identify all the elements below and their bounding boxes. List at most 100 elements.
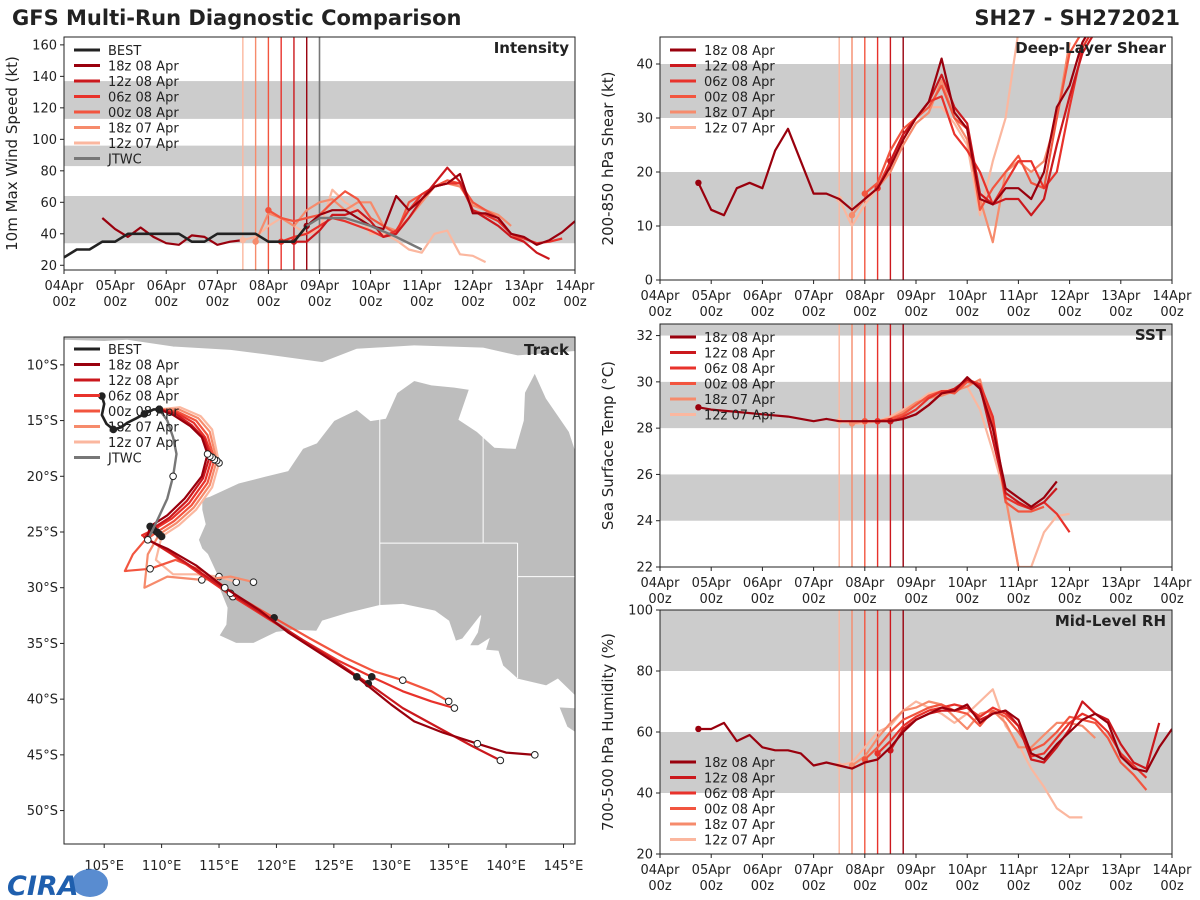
series-start-point xyxy=(695,725,702,733)
series-start-point xyxy=(265,206,272,214)
legend-entry: 12z 07 Apr xyxy=(108,137,179,152)
x-tick-label: 08Apr xyxy=(845,576,885,591)
x-tick-label: 06Apr xyxy=(743,289,783,304)
x-tick-label: 00z xyxy=(853,305,877,320)
x-tick-label: 00z xyxy=(700,305,724,320)
x-tick-label: 00z xyxy=(1007,305,1031,320)
y-tick-label: 0 xyxy=(645,274,653,289)
x-tick-label: 00z xyxy=(751,592,775,607)
x-tick-label: 00z xyxy=(853,592,877,607)
y-tick-label: 30 xyxy=(636,375,653,390)
legend-entry: 12z 07 Apr xyxy=(704,122,775,137)
legend-entry: JTWC xyxy=(107,452,142,467)
y-tick-label: 32 xyxy=(636,329,653,344)
x-tick-label: 13Apr xyxy=(1101,863,1141,878)
x-tick-label: 10Apr xyxy=(948,289,988,304)
track-point xyxy=(367,673,376,681)
x-tick-label: 13Apr xyxy=(1101,289,1141,304)
series-line-18z-08-apr xyxy=(698,376,1058,508)
y-tick-label: 22 xyxy=(636,561,653,576)
x-tick-label: 05Apr xyxy=(692,289,732,304)
series-line-jtwc xyxy=(306,216,423,251)
legend-entry: 18z 07 Apr xyxy=(108,421,179,436)
x-tick-label: 10Apr xyxy=(948,863,988,878)
legend-entry: 06z 08 Apr xyxy=(704,362,775,377)
y-tick-label: 10 xyxy=(636,220,653,235)
panel-title: Deep-Layer Shear xyxy=(1015,39,1166,57)
logo-globe xyxy=(72,869,108,897)
shade-band-0 xyxy=(660,732,1172,793)
x-tick-label: 13Apr xyxy=(1101,576,1141,591)
x-tick-label: 00z xyxy=(1007,592,1031,607)
northern-islands xyxy=(64,337,575,364)
track-line-18z-07-apr xyxy=(143,408,254,589)
x-tick-label: 00z xyxy=(563,295,587,310)
x-tick-label: 14Apr xyxy=(1152,289,1192,304)
lon-tick-label: 140°E xyxy=(486,859,526,874)
legend-entry: 06z 08 Apr xyxy=(108,91,179,106)
track-point xyxy=(496,756,505,765)
x-tick-label: 11Apr xyxy=(999,576,1039,591)
panel-title: Intensity xyxy=(494,39,570,57)
plot-area xyxy=(64,37,575,270)
storm-id: SH27 - SH272021 xyxy=(974,6,1180,30)
series-start-point xyxy=(239,236,247,244)
series-start-point xyxy=(252,238,259,245)
x-tick-label: 11Apr xyxy=(999,863,1039,878)
x-tick-label: 00z xyxy=(751,879,775,894)
legend-entry: 00z 08 Apr xyxy=(704,803,775,818)
x-tick-label: 12Apr xyxy=(1050,576,1090,591)
x-tick-label: 08Apr xyxy=(845,863,885,878)
legend-entry: 12z 08 Apr xyxy=(704,60,775,75)
track-point xyxy=(249,578,258,586)
shade-band-2 xyxy=(660,324,1172,336)
lat-tick-label: 30°S xyxy=(27,581,58,596)
x-tick-label: 08Apr xyxy=(845,289,885,304)
x-tick-label: 00z xyxy=(1109,879,1133,894)
x-tick-label: 05Apr xyxy=(692,576,732,591)
legend-entry: 18z 08 Apr xyxy=(704,44,775,59)
x-tick-label: 00z xyxy=(853,879,877,894)
series-line-18z-08-apr xyxy=(697,37,1087,217)
australia-landmass xyxy=(197,371,575,697)
x-tick-label: 00z xyxy=(956,592,980,607)
lon-tick-label: 125°E xyxy=(314,859,354,874)
lon-tick-label: 110°E xyxy=(142,859,182,874)
x-tick-label: 12Apr xyxy=(1050,863,1090,878)
x-tick-label: 00z xyxy=(155,295,179,310)
track-point xyxy=(140,410,149,418)
y-tick-label: 24 xyxy=(636,514,653,529)
x-tick-label: 00z xyxy=(512,295,536,310)
x-tick-label: 07Apr xyxy=(198,279,238,294)
panel-track: 105°E 110°E 115°E 120°E 125°E 130°E 135°E 140°E… xyxy=(27,336,583,874)
legend-entry: 12z 08 Apr xyxy=(108,75,179,90)
x-tick-label: 00z xyxy=(1058,592,1082,607)
x-tick-label: 09Apr xyxy=(896,289,936,304)
y-tick-label: 30 xyxy=(636,112,653,127)
track-line-jtwc xyxy=(146,408,178,541)
x-tick-label: 12Apr xyxy=(453,279,493,294)
y-tick-label: 100 xyxy=(32,133,57,148)
series-line-12z-08-apr xyxy=(889,700,1161,770)
series-start-point xyxy=(874,750,881,757)
shade-band-0 xyxy=(660,172,1172,226)
panel-shear: 01020304004Apr00z05Apr00z06Apr00z07Apr00… xyxy=(599,36,1192,320)
series-line-00z-08-apr xyxy=(864,703,1148,791)
y-tick-label: 20 xyxy=(636,848,653,863)
track-point xyxy=(450,704,459,712)
x-tick-label: 04Apr xyxy=(640,289,680,304)
lat-tick-label: 40°S xyxy=(27,693,58,708)
legend-entry: 00z 08 Apr xyxy=(704,378,775,393)
x-tick-label: 00z xyxy=(956,879,980,894)
legend-entry: 12z 07 Apr xyxy=(108,436,179,451)
track-line-00z-08-apr xyxy=(123,408,450,703)
x-tick-label: 11Apr xyxy=(999,289,1039,304)
legend-entry: BEST xyxy=(108,343,141,358)
x-tick-label: 00z xyxy=(1160,879,1184,894)
x-tick-label: 07Apr xyxy=(794,289,834,304)
plot-area xyxy=(660,37,1172,280)
x-tick-label: 06Apr xyxy=(743,576,783,591)
lat-tick-label: 35°S xyxy=(27,637,58,652)
shade-band-1 xyxy=(660,64,1172,118)
